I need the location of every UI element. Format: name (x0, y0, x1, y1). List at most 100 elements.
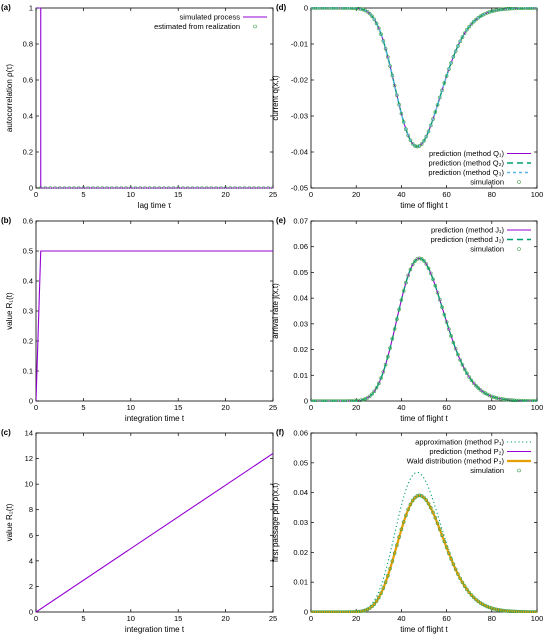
data-point (410, 262, 415, 267)
data-point (478, 388, 483, 392)
data-point (442, 312, 447, 317)
x-tick-label: 20 (221, 403, 229, 412)
data-point (390, 336, 395, 341)
data-point (376, 26, 381, 31)
data-point (514, 7, 519, 11)
y-tick-label: -0.04 (291, 148, 308, 157)
data-point (325, 399, 329, 402)
data-point (397, 307, 401, 312)
data-point (171, 186, 176, 189)
data-point (361, 397, 365, 402)
x-tick-label: 15 (174, 403, 182, 412)
data-point (365, 10, 370, 14)
y-tick-label: 0 (304, 4, 308, 13)
data-point (390, 73, 395, 78)
y-tick-label: 0 (304, 397, 308, 406)
data-point (138, 186, 143, 189)
data-point (313, 399, 318, 402)
data-point (114, 186, 119, 189)
data-point (426, 266, 431, 271)
data-point (528, 399, 533, 402)
data-point (431, 510, 435, 515)
data-point (442, 81, 447, 85)
y-tick-label: 0.1 (23, 367, 33, 376)
data-point (503, 7, 508, 11)
data-point (447, 327, 451, 331)
data-point (517, 609, 521, 613)
data-point (110, 186, 114, 189)
data-point (406, 133, 410, 138)
data-point (508, 7, 512, 11)
data-point (428, 123, 433, 128)
data-point (453, 346, 458, 351)
data-point (320, 399, 325, 402)
data-point (340, 610, 345, 613)
y-axis-label: first passage pdf ρ(x,t) (271, 483, 280, 563)
y-tick-label: -0.03 (291, 112, 308, 121)
series-group (311, 256, 537, 402)
data-point (408, 138, 413, 143)
series-group (36, 7, 273, 189)
data-point (476, 386, 481, 390)
data-point (512, 398, 517, 402)
data-point (327, 610, 331, 613)
data-point (338, 7, 343, 10)
data-point (386, 354, 390, 359)
data-point (343, 7, 347, 10)
data-point (521, 398, 526, 402)
data-point (315, 610, 320, 613)
data-point (386, 573, 390, 578)
series-c-1-line (36, 453, 273, 613)
data-point (256, 186, 261, 189)
data-point (340, 7, 345, 10)
y-tick-label: 0.02 (293, 345, 308, 354)
legend-marker (517, 468, 521, 473)
y-tick-label: 0 (29, 397, 33, 406)
data-point (338, 399, 343, 402)
data-point (496, 8, 501, 12)
data-point (438, 95, 442, 100)
x-axis-label: integration time t (125, 414, 185, 423)
series-d-3-line (311, 7, 537, 148)
legend-label: approximation (method P₁) (415, 438, 504, 447)
data-point (517, 398, 521, 402)
data-point (38, 186, 43, 189)
data-point (343, 399, 347, 402)
series-a-1-line (36, 7, 273, 189)
data-point (465, 587, 469, 592)
x-tick-label: 40 (397, 403, 405, 412)
data-point (334, 7, 338, 10)
data-point (444, 74, 449, 78)
series-d-2-line (311, 7, 537, 148)
x-tick-label: 0 (34, 403, 38, 412)
data-point (451, 562, 456, 567)
legend-marker (253, 24, 257, 29)
data-point (347, 399, 352, 402)
panel-label: (f) (276, 428, 284, 437)
data-point (311, 610, 313, 613)
data-point (426, 501, 431, 506)
data-point (379, 376, 383, 380)
x-tick-label: 10 (127, 403, 135, 412)
data-point (347, 610, 352, 613)
data-point (474, 597, 478, 602)
y-tick-label: 2 (29, 582, 33, 591)
data-point (471, 19, 476, 24)
data-point (36, 7, 38, 10)
y-tick-label: 0.6 (23, 76, 33, 85)
x-tick-label: 5 (81, 190, 85, 199)
data-point (105, 186, 109, 189)
legend-marker (517, 247, 521, 251)
data-point (361, 7, 365, 12)
data-point (315, 399, 320, 402)
data-point (399, 527, 404, 532)
series-group (311, 471, 537, 613)
data-point (331, 399, 336, 402)
x-tick-label: 25 (269, 190, 277, 199)
data-point (352, 610, 356, 613)
x-tick-label: 80 (488, 403, 496, 412)
panel-f: 0 20 40 60 80 100 0 0.01 0.02 0.03 0.04 0.05 0.06 tim… (271, 428, 543, 634)
panel-label: (a) (1, 3, 11, 12)
data-point (456, 352, 460, 357)
